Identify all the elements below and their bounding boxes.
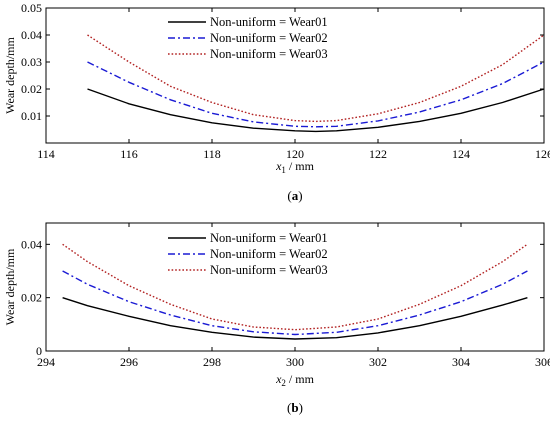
y-tick-label: 0.05 <box>21 1 42 15</box>
x-tick-label: 300 <box>286 355 304 369</box>
x-tick-label: 118 <box>203 147 221 161</box>
x-tick-label: 298 <box>203 355 221 369</box>
x-tick-label: 120 <box>286 147 304 161</box>
x-tick-label: 124 <box>452 147 470 161</box>
x-tick-label: 304 <box>452 355 470 369</box>
x-tick-label: 122 <box>369 147 387 161</box>
y-axis-label: Wear depth/mm <box>3 248 17 325</box>
y-tick-label: 0 <box>36 344 42 358</box>
x-tick-label: 306 <box>535 355 550 369</box>
y-tick-label: 0.02 <box>21 291 42 305</box>
y-tick-label: 0.04 <box>21 237 42 251</box>
x-tick-label: 302 <box>369 355 387 369</box>
x-tick-label: 296 <box>120 355 138 369</box>
series-line-3 <box>62 243 528 331</box>
legend: Non-uniform = Wear01 Non-uniform = Wear02… <box>168 231 328 277</box>
x-axis-label: x1 / mm <box>275 159 314 175</box>
legend-label-1: Non-uniform = Wear01 <box>210 231 328 245</box>
legend-label-2: Non-uniform = Wear02 <box>210 31 328 45</box>
y-tick-label: 0.02 <box>21 82 42 96</box>
legend: Non-uniform = Wear01 Non-uniform = Wear02… <box>168 15 328 61</box>
y-tick-label: 0.04 <box>21 28 42 42</box>
chart-panel-b: 294 296 298 300 302 304 306 0 0.02 0.04 Non-unifor… <box>3 222 550 415</box>
y-tick-label: 0.03 <box>21 55 42 69</box>
legend-label-1: Non-uniform = Wear01 <box>210 15 328 29</box>
y-axis-label: Wear depth/mm <box>3 37 17 114</box>
x-tick-label: 126 <box>535 147 550 161</box>
panel-label: (a) <box>287 188 302 203</box>
legend-label-2: Non-uniform = Wear02 <box>210 247 328 261</box>
y-tick-label: 0.01 <box>21 109 42 123</box>
panel-label: (b) <box>287 400 303 415</box>
series-line-3 <box>87 34 545 123</box>
chart-panel-a: 114 116 118 120 122 124 126 0.01 0.02 0.03 0.04 0.0… <box>3 1 550 203</box>
legend-label-3: Non-uniform = Wear03 <box>210 47 328 61</box>
x-tick-label: 294 <box>37 355 55 369</box>
series-line-2 <box>62 270 528 336</box>
x-tick-label: 116 <box>120 147 138 161</box>
series-line-1 <box>87 88 545 133</box>
series-line-1 <box>62 297 528 340</box>
legend-label-3: Non-uniform = Wear03 <box>210 263 328 277</box>
x-axis-label: x2 / mm <box>275 372 314 388</box>
series-line-2 <box>87 61 545 128</box>
x-tick-label: 114 <box>37 147 55 161</box>
